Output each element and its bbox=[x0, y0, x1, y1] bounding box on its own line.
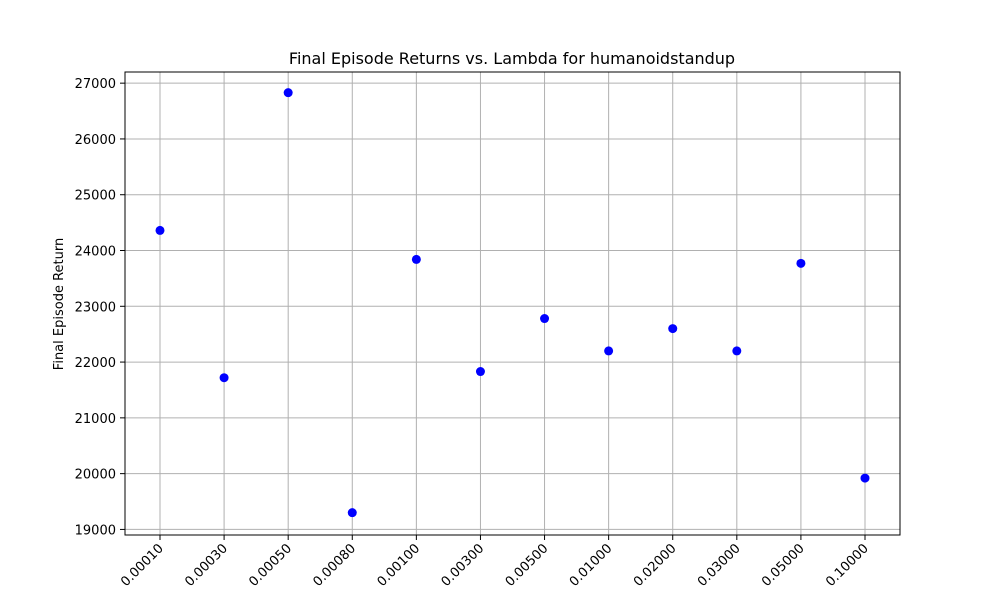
y-tick-label: 21000 bbox=[75, 412, 116, 427]
data-point bbox=[411, 254, 421, 264]
data-point bbox=[668, 324, 678, 334]
y-tick-label: 26000 bbox=[75, 133, 116, 148]
data-point bbox=[155, 225, 165, 235]
data-point bbox=[475, 367, 485, 377]
chart-title: Final Episode Returns vs. Lambda for hum… bbox=[289, 49, 735, 68]
grid-lines bbox=[125, 72, 900, 535]
data-point bbox=[219, 373, 229, 383]
plot-frame bbox=[124, 71, 901, 536]
data-point bbox=[347, 508, 357, 518]
data-point bbox=[540, 314, 550, 324]
y-tick-label: 19000 bbox=[75, 523, 116, 538]
y-tick-label: 23000 bbox=[75, 300, 116, 315]
data-point bbox=[732, 346, 742, 356]
data-points bbox=[155, 88, 870, 518]
data-point bbox=[604, 346, 614, 356]
y-tick-label: 24000 bbox=[75, 245, 116, 260]
y-tick-label: 25000 bbox=[75, 189, 116, 204]
data-point bbox=[860, 473, 870, 483]
data-point bbox=[283, 88, 293, 98]
y-tick-label: 20000 bbox=[75, 468, 116, 483]
y-axis-ticks: 19000 20000 21000 22000 23000 24000 25000 26000… bbox=[75, 77, 125, 538]
data-point bbox=[796, 258, 806, 268]
y-axis-label: Final Episode Return bbox=[52, 238, 67, 370]
y-tick-label: 22000 bbox=[75, 356, 116, 371]
y-tick-label: 27000 bbox=[75, 77, 116, 92]
